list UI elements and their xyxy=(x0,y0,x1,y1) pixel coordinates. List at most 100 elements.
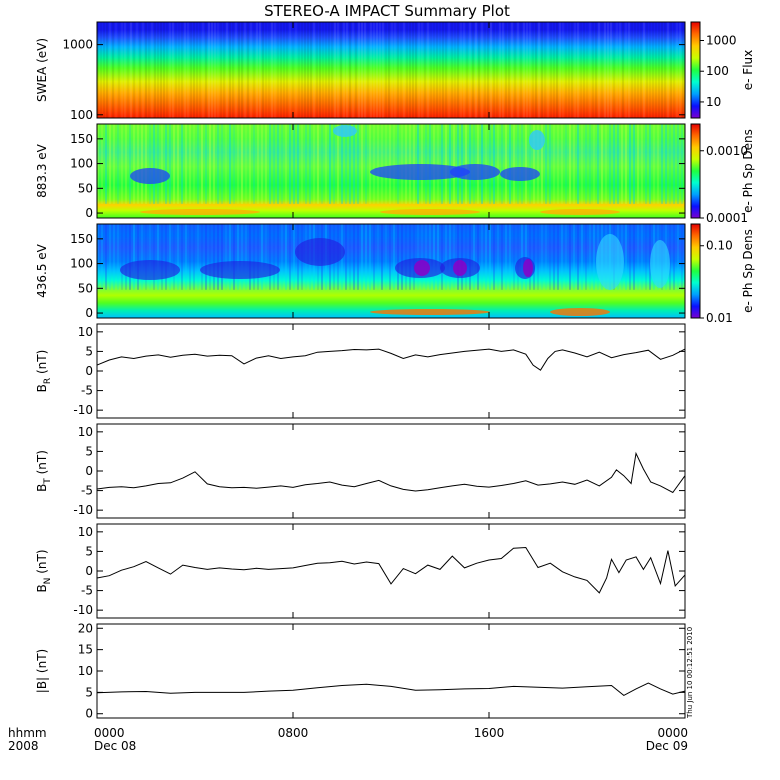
texture-streak xyxy=(541,124,543,204)
enhancement-blob xyxy=(550,308,610,316)
texture-streak xyxy=(505,22,507,118)
texture-streak xyxy=(181,224,183,290)
texture-streak xyxy=(568,22,570,118)
texture-streak xyxy=(121,224,123,290)
texture-streak xyxy=(631,22,633,118)
texture-streak xyxy=(429,224,431,290)
texture-streak xyxy=(273,224,275,290)
texture-streak xyxy=(535,22,537,118)
panel-frame xyxy=(96,123,686,219)
texture-streak xyxy=(393,224,395,290)
texture-streak xyxy=(165,224,167,290)
texture-streak xyxy=(153,124,155,204)
colorbar-tick-label: 10 xyxy=(706,95,721,109)
texture-streak xyxy=(361,124,363,204)
series-line-bn xyxy=(96,546,686,594)
texture-streak xyxy=(593,124,595,204)
texture-streak xyxy=(649,224,651,290)
texture-streak xyxy=(496,22,498,118)
texture-streak xyxy=(477,224,479,290)
timestamp: Thu Jun 10 00:12:51 2010 xyxy=(686,627,694,719)
texture-streak xyxy=(259,22,261,118)
texture-streak xyxy=(485,124,487,204)
texture-streak xyxy=(325,22,327,118)
texture-streak xyxy=(529,22,531,118)
texture-streak xyxy=(577,22,579,118)
texture-streak xyxy=(466,22,468,118)
texture-streak xyxy=(489,124,491,204)
texture-streak xyxy=(340,22,342,118)
texture-streak xyxy=(202,22,204,118)
texture-streak xyxy=(141,124,143,204)
texture-streak xyxy=(214,22,216,118)
texture-streak xyxy=(157,22,159,118)
texture-streak xyxy=(377,124,379,204)
texture-streak xyxy=(417,124,419,204)
texture-streak xyxy=(541,224,543,290)
texture-streak xyxy=(561,124,563,204)
depletion-blob xyxy=(120,260,180,280)
texture-streak xyxy=(181,124,183,204)
texture-streak xyxy=(401,124,403,204)
y-tick-label: 0 xyxy=(85,707,93,721)
texture-streak xyxy=(633,124,635,204)
texture-streak xyxy=(481,22,483,118)
texture-streak xyxy=(113,124,115,204)
texture-streak xyxy=(550,22,552,118)
texture-streak xyxy=(634,22,636,118)
texture-streak xyxy=(145,124,147,204)
texture-streak xyxy=(229,224,231,290)
texture-streak xyxy=(177,124,179,204)
texture-streak xyxy=(501,224,503,290)
texture-streak xyxy=(505,124,507,204)
texture-streak xyxy=(448,22,450,118)
texture-streak xyxy=(513,124,515,204)
texture-streak xyxy=(473,224,475,290)
texture-streak xyxy=(262,22,264,118)
texture-streak xyxy=(139,22,141,118)
texture-streak xyxy=(509,124,511,204)
x-tick-label: 0000 xyxy=(94,726,125,740)
texture-streak xyxy=(574,22,576,118)
texture-streak xyxy=(237,224,239,290)
texture-streak xyxy=(225,124,227,204)
texture-streak xyxy=(166,22,168,118)
texture-streak xyxy=(193,22,195,118)
y-tick-label: 10 xyxy=(78,664,93,678)
texture-streak xyxy=(545,124,547,204)
texture-streak xyxy=(617,124,619,204)
texture-streak xyxy=(565,22,567,118)
texture-streak xyxy=(573,124,575,204)
texture-streak xyxy=(341,124,343,204)
texture-streak xyxy=(225,224,227,290)
texture-streak xyxy=(265,22,267,118)
texture-streak xyxy=(424,22,426,118)
x-tick-date: Dec 08 xyxy=(94,739,136,753)
texture-streak xyxy=(673,124,675,204)
texture-streak xyxy=(403,22,405,118)
colorbar-tick-label: 100 xyxy=(706,64,729,78)
texture-streak xyxy=(393,124,395,204)
texture-streak xyxy=(553,224,555,290)
texture-streak xyxy=(545,224,547,290)
texture-streak xyxy=(484,22,486,118)
texture-streak xyxy=(469,124,471,204)
enhancement-blob xyxy=(650,240,670,288)
texture-streak xyxy=(409,22,411,118)
y-tick-label: 15 xyxy=(78,643,93,657)
texture-streak xyxy=(601,124,603,204)
enhancement-blob xyxy=(540,209,620,215)
texture-streak xyxy=(274,22,276,118)
texture-streak xyxy=(385,124,387,204)
texture-streak xyxy=(451,22,453,118)
texture-streak xyxy=(369,224,371,290)
texture-streak xyxy=(629,124,631,204)
texture-streak xyxy=(409,124,411,204)
texture-streak xyxy=(613,124,615,204)
texture-streak xyxy=(269,124,271,204)
texture-streak xyxy=(163,22,165,118)
texture-streak xyxy=(358,22,360,118)
texture-streak xyxy=(449,124,451,204)
